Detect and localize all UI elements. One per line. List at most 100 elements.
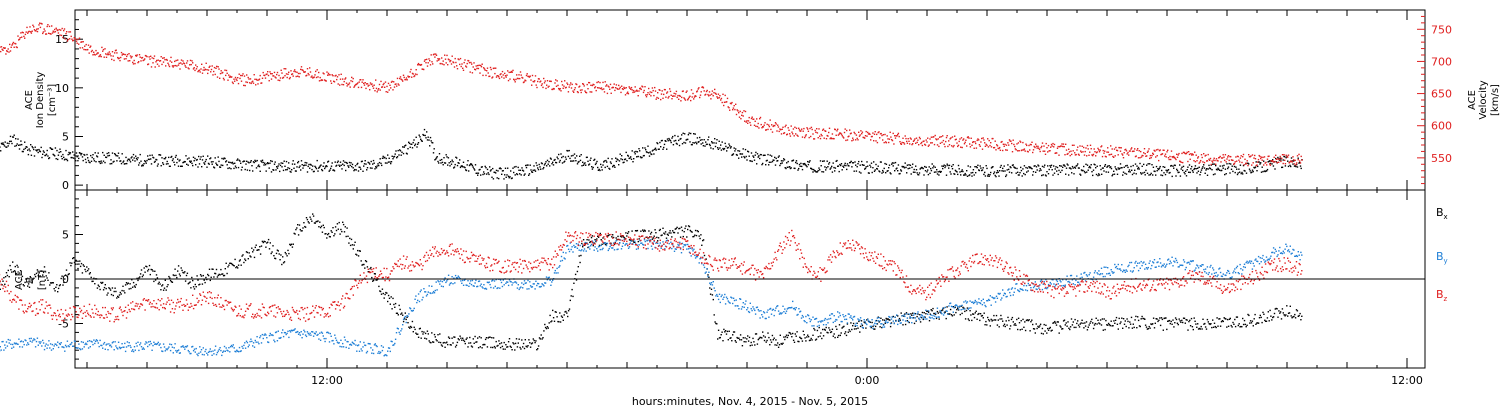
velocity-point	[1137, 148, 1139, 150]
density-point	[942, 167, 944, 170]
velocity-point	[771, 124, 773, 126]
velocity-point	[999, 146, 1001, 149]
density-point	[460, 165, 462, 167]
bx-point	[434, 336, 436, 338]
density-point	[998, 175, 1000, 177]
velocity-point	[1000, 141, 1002, 143]
density-point	[488, 173, 490, 176]
density-point	[1213, 163, 1215, 165]
density-point	[721, 141, 723, 143]
density-point	[712, 148, 714, 150]
velocity-point	[1127, 151, 1129, 154]
bx-point	[917, 313, 919, 315]
density-point	[1008, 171, 1011, 173]
bx-point	[311, 220, 313, 222]
velocity-point	[195, 64, 197, 66]
bx-point	[565, 310, 567, 313]
velocity-point	[1288, 162, 1290, 164]
bx-point	[682, 235, 684, 238]
velocity-point	[171, 65, 174, 67]
velocity-point	[187, 67, 189, 69]
density-point	[329, 169, 331, 171]
velocity-point	[761, 127, 763, 129]
bx-point	[259, 253, 262, 255]
density-point	[1287, 160, 1289, 162]
velocity-point	[155, 61, 157, 63]
density-point	[121, 153, 123, 155]
bx-point	[872, 325, 874, 328]
bx-point	[147, 270, 149, 272]
bx-point	[18, 277, 20, 279]
velocity-point	[573, 89, 576, 91]
density-point	[209, 158, 211, 160]
velocity-point	[717, 93, 720, 95]
velocity-point	[1275, 158, 1278, 160]
density-point	[462, 161, 465, 163]
bx-point	[237, 264, 240, 266]
velocity-point	[269, 71, 271, 73]
density-point	[590, 157, 592, 159]
velocity-point	[613, 83, 615, 85]
density-point	[13, 134, 15, 136]
bx-point	[254, 246, 256, 249]
velocity-point	[363, 82, 365, 85]
velocity-point	[693, 98, 695, 100]
velocity-point	[81, 47, 84, 49]
density-point	[525, 166, 528, 169]
bx-point	[547, 327, 549, 329]
density-point	[1036, 169, 1038, 171]
density-point	[407, 148, 409, 150]
bx-point	[756, 343, 759, 345]
bx-point	[241, 255, 243, 257]
velocity-point	[719, 95, 721, 97]
bx-point	[578, 255, 580, 257]
bx-point	[567, 310, 570, 312]
velocity-point	[981, 148, 984, 150]
density-point	[936, 169, 938, 171]
density-point	[1104, 164, 1107, 166]
velocity-point	[885, 141, 887, 143]
bx-point	[765, 341, 767, 343]
density-point	[917, 173, 919, 176]
velocity-point	[1114, 155, 1116, 157]
density-point	[717, 148, 720, 150]
density-point	[287, 167, 289, 169]
velocity-point	[318, 71, 320, 74]
velocity-point	[857, 139, 859, 141]
velocity-point	[148, 56, 150, 58]
density-point	[1182, 169, 1184, 172]
velocity-point	[62, 36, 64, 39]
density-point	[1166, 171, 1168, 173]
velocity-point	[617, 88, 619, 90]
density-point	[846, 168, 848, 171]
density-point	[1066, 163, 1068, 165]
bx-point	[656, 236, 658, 239]
density-point	[1259, 163, 1261, 165]
velocity-point	[1102, 149, 1104, 152]
velocity-point	[654, 86, 656, 89]
bx-point	[924, 316, 926, 318]
density-point	[1264, 170, 1266, 173]
bx-point	[976, 318, 978, 320]
velocity-point	[734, 108, 736, 111]
bx-point	[374, 273, 376, 275]
bx-point	[424, 337, 426, 339]
bx-point	[968, 319, 970, 322]
bx-point	[784, 336, 787, 338]
velocity-point	[502, 74, 504, 76]
bx-point	[22, 284, 24, 286]
density-point	[1272, 165, 1275, 167]
bx-point	[849, 330, 851, 333]
velocity-point	[554, 82, 556, 84]
velocity-point	[304, 71, 306, 73]
bx-point	[551, 320, 553, 322]
density-point	[1219, 165, 1221, 167]
density-point	[366, 167, 369, 169]
velocity-point	[1113, 148, 1116, 150]
velocity-point	[744, 120, 746, 122]
velocity-point	[1131, 147, 1133, 149]
density-point	[1296, 166, 1299, 168]
velocity-point	[926, 141, 928, 143]
velocity-point	[939, 136, 941, 138]
velocity-point	[540, 80, 542, 82]
